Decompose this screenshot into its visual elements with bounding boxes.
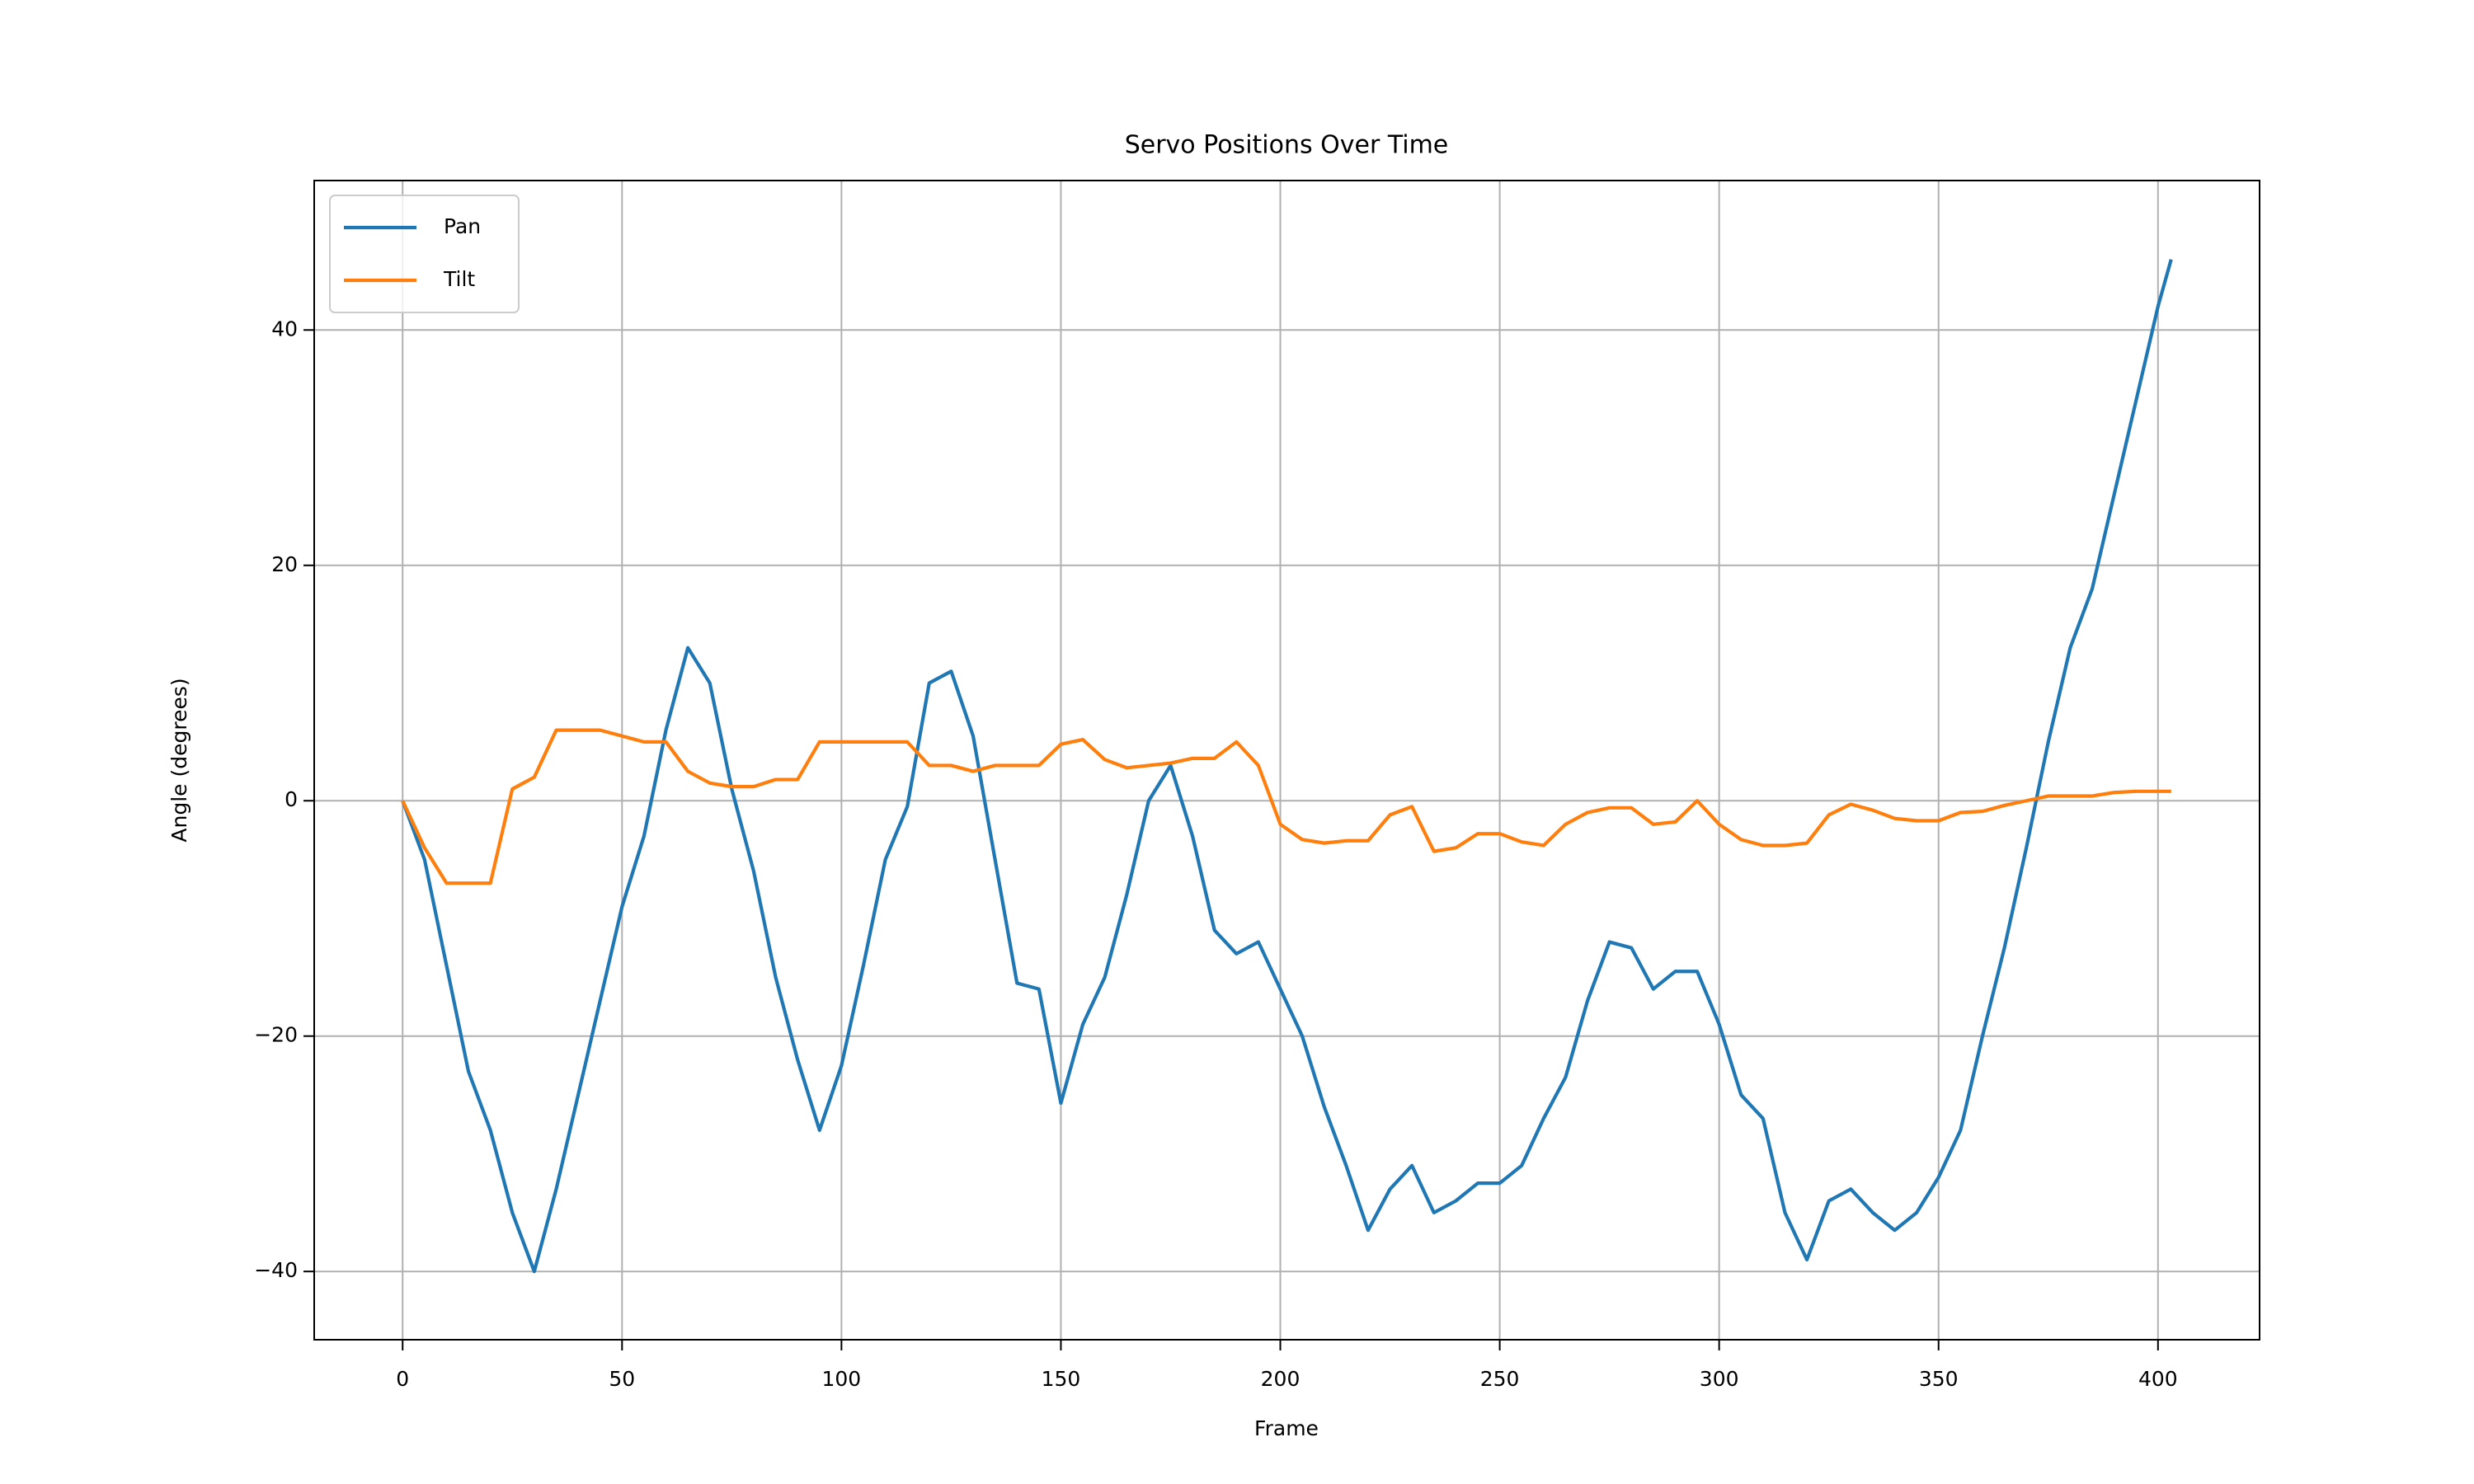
x-tick-label: 350 [1919, 1367, 1959, 1391]
x-tick-label: 300 [1700, 1367, 1739, 1391]
x-tick-label: 250 [1480, 1367, 1520, 1391]
plot-frame [313, 180, 2260, 1341]
legend-label: Tilt [443, 267, 475, 291]
y-tick-label: 20 [271, 552, 298, 576]
chart-title: Servo Positions Over Time [1125, 131, 1449, 160]
line-series [401, 259, 2173, 1274]
x-tick-label: 150 [1042, 1367, 1081, 1391]
legend-label: Pan [444, 214, 481, 238]
line-series [401, 728, 2171, 885]
y-tick-label: −40 [254, 1258, 298, 1282]
legend-box [329, 195, 520, 313]
y-tick-label: 40 [271, 317, 298, 340]
x-tick-label: 400 [2138, 1367, 2178, 1391]
y-tick-label: −20 [254, 1023, 298, 1047]
x-tick-label: 100 [822, 1367, 862, 1391]
y-tick-label: 0 [285, 787, 298, 811]
x-axis-label: Frame [1254, 1416, 1319, 1440]
x-tick-label: 200 [1261, 1367, 1300, 1391]
y-axis-label: Angle (degrees) [167, 678, 191, 842]
x-tick-label: 0 [396, 1367, 409, 1391]
x-tick-label: 50 [609, 1367, 635, 1391]
